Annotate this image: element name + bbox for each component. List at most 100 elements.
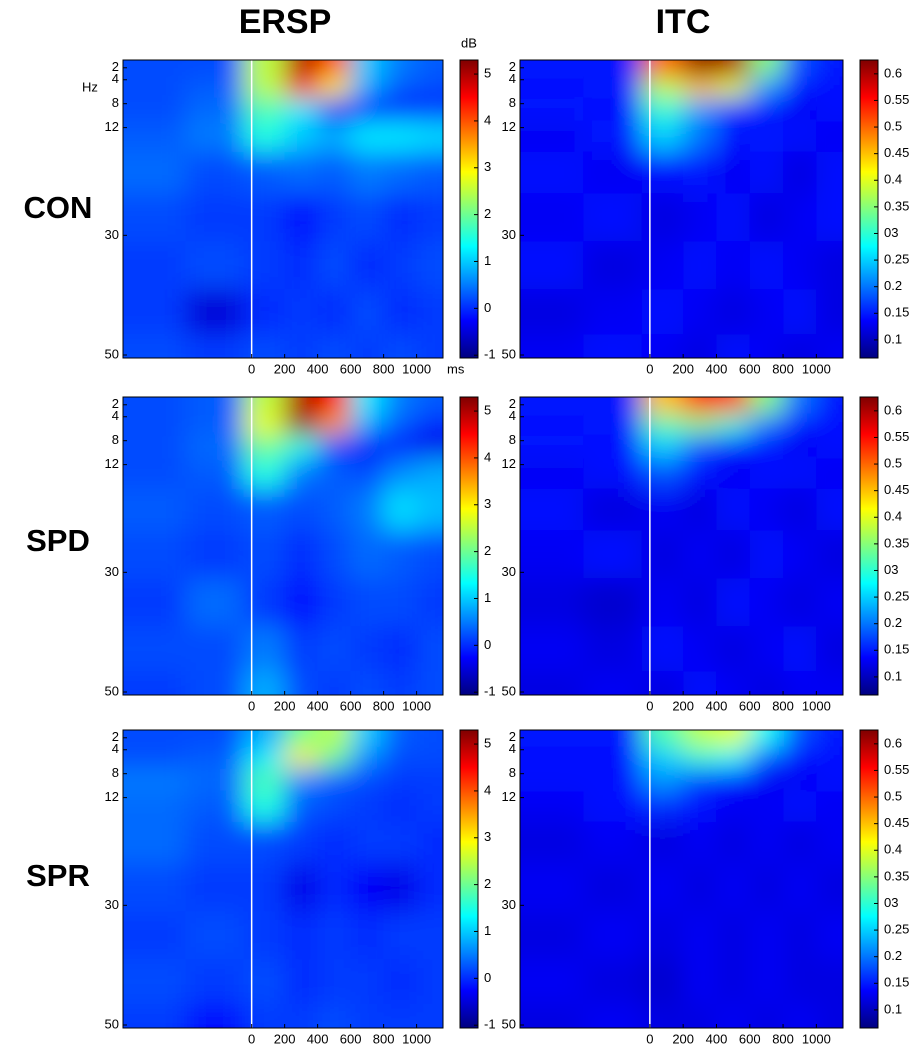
heatmap-cell bbox=[783, 97, 817, 123]
colorbar-tick-label: 0.1 bbox=[884, 331, 902, 346]
heatmap-cell bbox=[185, 959, 244, 1005]
heatmap-cell bbox=[520, 434, 584, 460]
y-tick-label: 4 bbox=[509, 71, 516, 86]
heatmap-cell bbox=[816, 578, 843, 627]
y-tick-label: 8 bbox=[509, 765, 516, 780]
heatmap-cell bbox=[641, 959, 684, 1005]
heatmap-cell bbox=[243, 959, 286, 1005]
heatmap-cell bbox=[583, 863, 643, 912]
heatmap-cell bbox=[583, 397, 643, 415]
colorbar-tick-label: 4 bbox=[484, 112, 491, 127]
heatmap-cell bbox=[123, 911, 187, 960]
heatmap-cell bbox=[716, 821, 751, 864]
colorbar-tick-label: 5 bbox=[484, 735, 491, 750]
y-tick-label: 4 bbox=[112, 71, 119, 86]
y-tick-label: 8 bbox=[112, 95, 119, 110]
x-tick-label: 1000 bbox=[402, 698, 431, 713]
heatmap-cell bbox=[185, 458, 244, 490]
heatmap-cell bbox=[683, 121, 717, 153]
colorbar-tick-label: 0.25 bbox=[884, 589, 909, 604]
heatmap-cell bbox=[641, 911, 684, 960]
heatmap-cell bbox=[520, 911, 584, 960]
colorbar-tick-label: 0.45 bbox=[884, 145, 909, 160]
y-tick-label: 8 bbox=[509, 95, 516, 110]
heatmap-cell bbox=[123, 121, 187, 153]
heatmap-cell bbox=[123, 767, 187, 793]
x-tick-label: 1000 bbox=[802, 361, 831, 376]
heatmap-cell bbox=[716, 334, 751, 358]
heatmap-cell bbox=[243, 911, 286, 960]
colorbar-tick-label: 0.5 bbox=[884, 788, 902, 803]
heatmap-cell bbox=[185, 60, 244, 78]
heatmap-cell bbox=[416, 458, 443, 490]
y-tick-label: 50 bbox=[502, 346, 516, 361]
colorbar-tick-label: 0 bbox=[484, 970, 491, 985]
heatmap-cell bbox=[185, 746, 244, 769]
x-axis-label: ms bbox=[447, 361, 465, 376]
heatmap-cell bbox=[383, 76, 418, 99]
heatmap-cell bbox=[416, 911, 443, 960]
heatmap-cell bbox=[243, 626, 286, 672]
heatmap-cell bbox=[583, 791, 643, 823]
heatmap-cell bbox=[243, 746, 286, 769]
heatmap-cell bbox=[641, 434, 684, 460]
heatmap-cell bbox=[520, 746, 584, 769]
heatmap-cell bbox=[123, 671, 187, 695]
heatmap-cell bbox=[683, 60, 717, 78]
x-tick-label: 200 bbox=[672, 698, 694, 713]
heatmap-cell bbox=[641, 1004, 684, 1028]
heatmap-cell bbox=[749, 434, 784, 460]
heatmap-cell bbox=[185, 578, 244, 627]
heatmap-cell bbox=[520, 767, 584, 793]
heatmap-cell bbox=[749, 791, 784, 823]
heatmap-cell bbox=[783, 488, 817, 531]
colorbar bbox=[459, 59, 479, 359]
heatmap-cell bbox=[416, 334, 443, 358]
x-tick-label: 200 bbox=[274, 698, 296, 713]
heatmap-cell bbox=[123, 530, 187, 579]
heatmap-cell bbox=[416, 730, 443, 748]
heatmap-cell bbox=[383, 1004, 418, 1028]
y-tick-label: 12 bbox=[105, 456, 119, 471]
heatmap-cell bbox=[683, 413, 717, 436]
colorbar-tick-label: 2 bbox=[484, 206, 491, 221]
y-tick-label: 50 bbox=[105, 346, 119, 361]
heatmap-cell bbox=[350, 97, 385, 123]
heatmap-cell bbox=[783, 151, 817, 194]
heatmap-cell bbox=[716, 671, 751, 695]
heatmap-cell bbox=[816, 97, 843, 123]
heatmap-cell bbox=[716, 488, 751, 531]
axes-frame bbox=[122, 729, 444, 1029]
heatmap-cell bbox=[583, 821, 643, 864]
colorbar-tick-label: 0.45 bbox=[884, 815, 909, 830]
heatmap-cell bbox=[350, 458, 385, 490]
heatmap-cell bbox=[816, 959, 843, 1005]
heatmap-cell bbox=[716, 121, 751, 153]
heatmap-cell bbox=[583, 413, 643, 436]
heatmap-cell bbox=[683, 76, 717, 99]
heatmap-cell bbox=[416, 821, 443, 864]
heatmap-cell bbox=[350, 488, 385, 531]
heatmap-cell bbox=[416, 530, 443, 579]
heatmap-cell bbox=[416, 767, 443, 793]
heatmap-cell bbox=[243, 60, 286, 78]
heatmap-cell bbox=[185, 821, 244, 864]
y-tick-label: 30 bbox=[502, 227, 516, 242]
y-tick-label: 30 bbox=[105, 897, 119, 912]
heatmap-cell bbox=[583, 578, 643, 627]
heatmap-cell bbox=[123, 626, 187, 672]
heatmap-cell bbox=[383, 241, 418, 290]
heatmap-cell bbox=[317, 488, 352, 531]
heatmap-cell bbox=[123, 193, 187, 242]
heatmap-cell bbox=[284, 821, 319, 864]
heatmap-cell bbox=[284, 151, 319, 194]
x-tick-label: 200 bbox=[274, 361, 296, 376]
heatmap-cell bbox=[641, 97, 684, 123]
heatmap-cell bbox=[783, 121, 817, 153]
heatmap-cell bbox=[185, 397, 244, 415]
heatmap-cell bbox=[317, 791, 352, 823]
heatmap-cell bbox=[783, 821, 817, 864]
heatmap-cell bbox=[243, 193, 286, 242]
heatmap-cell bbox=[243, 97, 286, 123]
heatmap-cell bbox=[284, 121, 319, 153]
